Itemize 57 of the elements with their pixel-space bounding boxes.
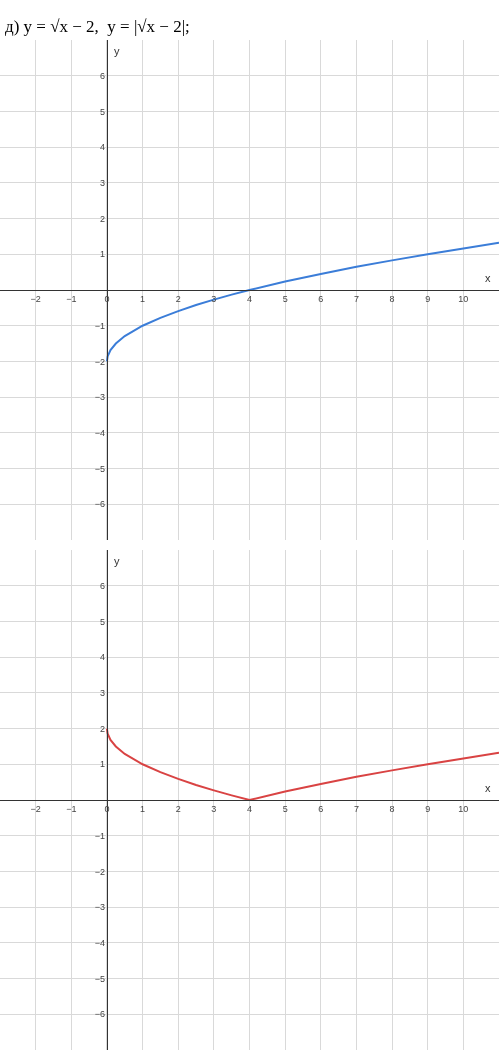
y-tick-label: −3 bbox=[94, 902, 106, 913]
x-axis-title: x bbox=[485, 272, 491, 284]
x-tick-label: 5 bbox=[282, 293, 288, 304]
y-tick-label: −1 bbox=[94, 320, 106, 331]
x-tick-label: 7 bbox=[353, 803, 359, 814]
x-tick-label: −2 bbox=[30, 293, 41, 304]
x-tick-label: 7 bbox=[353, 293, 359, 304]
y-tick-label: 3 bbox=[100, 178, 106, 189]
x-tick-label: 10 bbox=[458, 803, 469, 814]
y-tick-label: 6 bbox=[100, 580, 106, 591]
x-axis-title: x bbox=[485, 782, 491, 794]
x-tick-label: −2 bbox=[30, 803, 41, 814]
x-tick-label: 3 bbox=[211, 293, 217, 304]
y-tick-label: 1 bbox=[100, 249, 106, 260]
y-tick-label: −4 bbox=[94, 938, 106, 949]
y-tick-label: 3 bbox=[100, 688, 106, 699]
x-tick-label: 8 bbox=[389, 293, 395, 304]
x-tick-label: 10 bbox=[458, 293, 469, 304]
x-tick-label: 2 bbox=[175, 293, 181, 304]
y-tick-label: 2 bbox=[100, 723, 106, 734]
x-tick-label: 5 bbox=[282, 803, 288, 814]
y-tick-label: 2 bbox=[100, 213, 106, 224]
y-tick-label: −2 bbox=[94, 866, 106, 877]
x-tick-label: 2 bbox=[175, 803, 181, 814]
y-axis-title: y bbox=[114, 45, 120, 57]
x-tick-label: 1 bbox=[140, 293, 146, 304]
x-tick-label: 4 bbox=[246, 803, 253, 814]
x-tick-label: 9 bbox=[425, 293, 431, 304]
x-tick-label: 0 bbox=[104, 293, 110, 304]
x-tick-label: 6 bbox=[318, 803, 324, 814]
y-tick-label: 5 bbox=[100, 106, 106, 117]
y-tick-label: 6 bbox=[100, 70, 106, 81]
chart-title: д) y = √x − 2, y = |√x − 2|; bbox=[4, 17, 190, 37]
y-tick-label: −1 bbox=[94, 830, 106, 841]
y-tick-label: −5 bbox=[94, 463, 106, 474]
y-tick-label: 5 bbox=[100, 616, 106, 627]
x-tick-label: 0 bbox=[104, 803, 110, 814]
y-axis-title: y bbox=[114, 555, 120, 567]
y-tick-label: 4 bbox=[100, 652, 106, 663]
y-tick-label: 4 bbox=[100, 142, 106, 153]
x-tick-label: −1 bbox=[66, 803, 77, 814]
y-tick-label: −3 bbox=[94, 392, 106, 403]
x-tick-label: 1 bbox=[140, 803, 146, 814]
x-tick-label: 8 bbox=[389, 803, 395, 814]
line-series bbox=[105, 727, 499, 801]
x-tick-label: −1 bbox=[66, 293, 77, 304]
y-tick-label: −5 bbox=[94, 973, 106, 984]
y-tick-label: 1 bbox=[100, 759, 106, 770]
y-tick-label: −2 bbox=[94, 356, 106, 367]
x-tick-label: 4 bbox=[246, 293, 253, 304]
x-tick-label: 6 bbox=[318, 293, 324, 304]
y-tick-label: −6 bbox=[94, 1009, 106, 1020]
line-series bbox=[105, 241, 499, 363]
x-tick-label: 3 bbox=[211, 803, 217, 814]
y-tick-label: −6 bbox=[94, 499, 106, 510]
y-tick-label: −4 bbox=[94, 428, 106, 439]
x-tick-label: 9 bbox=[425, 803, 431, 814]
